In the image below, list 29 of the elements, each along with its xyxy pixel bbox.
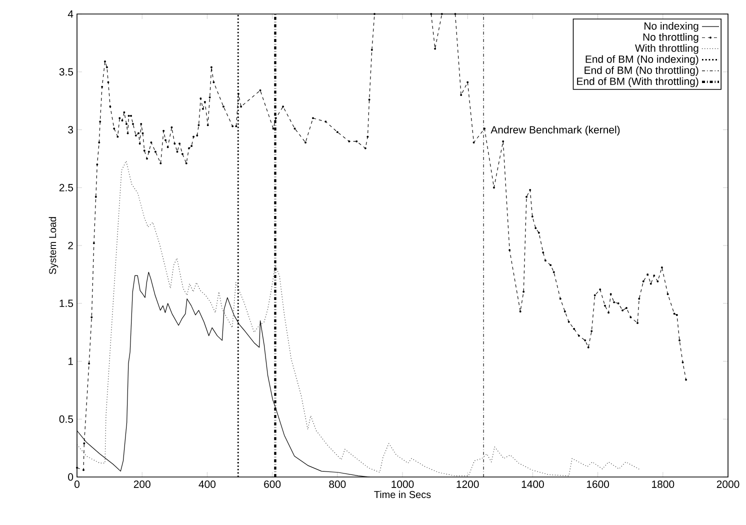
y-axis-title: System Load: [48, 217, 58, 274]
x-tick-label: 1200: [456, 480, 479, 488]
x-tick-label: 1800: [652, 480, 674, 488]
y-tick-label: 4: [68, 10, 74, 18]
x-tick-label: 1400: [522, 480, 544, 488]
x-tick-label: 400: [198, 480, 216, 488]
y-tick-label: 2: [68, 242, 73, 250]
y-tick-label: 0.5: [59, 415, 74, 423]
x-tick-label: 600: [264, 480, 281, 488]
x-tick-label: 0: [74, 480, 80, 488]
legend-label: No throttling: [643, 33, 698, 43]
x-tick-label: 800: [329, 480, 346, 488]
x-tick-label: 200: [134, 480, 150, 488]
x-tick-label: 1600: [586, 480, 610, 488]
legend-label: End of BM (No indexing): [586, 55, 698, 65]
y-tick-label: 3: [68, 126, 74, 134]
y-tick-label: 1: [68, 358, 73, 365]
y-tick-label: 1.5: [60, 300, 74, 308]
y-tick-label: 3.5: [59, 68, 74, 76]
annotation: Andrew Benchmark (kernel): [490, 126, 620, 136]
x-tick-label: 1000: [392, 480, 414, 488]
x-tick-label: 2000: [716, 480, 740, 488]
legend-label: No indexing: [644, 22, 698, 32]
legend-label: End of BM (With throttling): [577, 77, 698, 88]
x-axis-title: Time in Secs: [374, 490, 431, 498]
legend-label: With throttling: [635, 44, 698, 54]
legend-label: End of BM (No throttling): [584, 66, 698, 76]
y-tick-label: 2.5: [59, 184, 74, 192]
y-tick-label: 0: [68, 473, 74, 481]
